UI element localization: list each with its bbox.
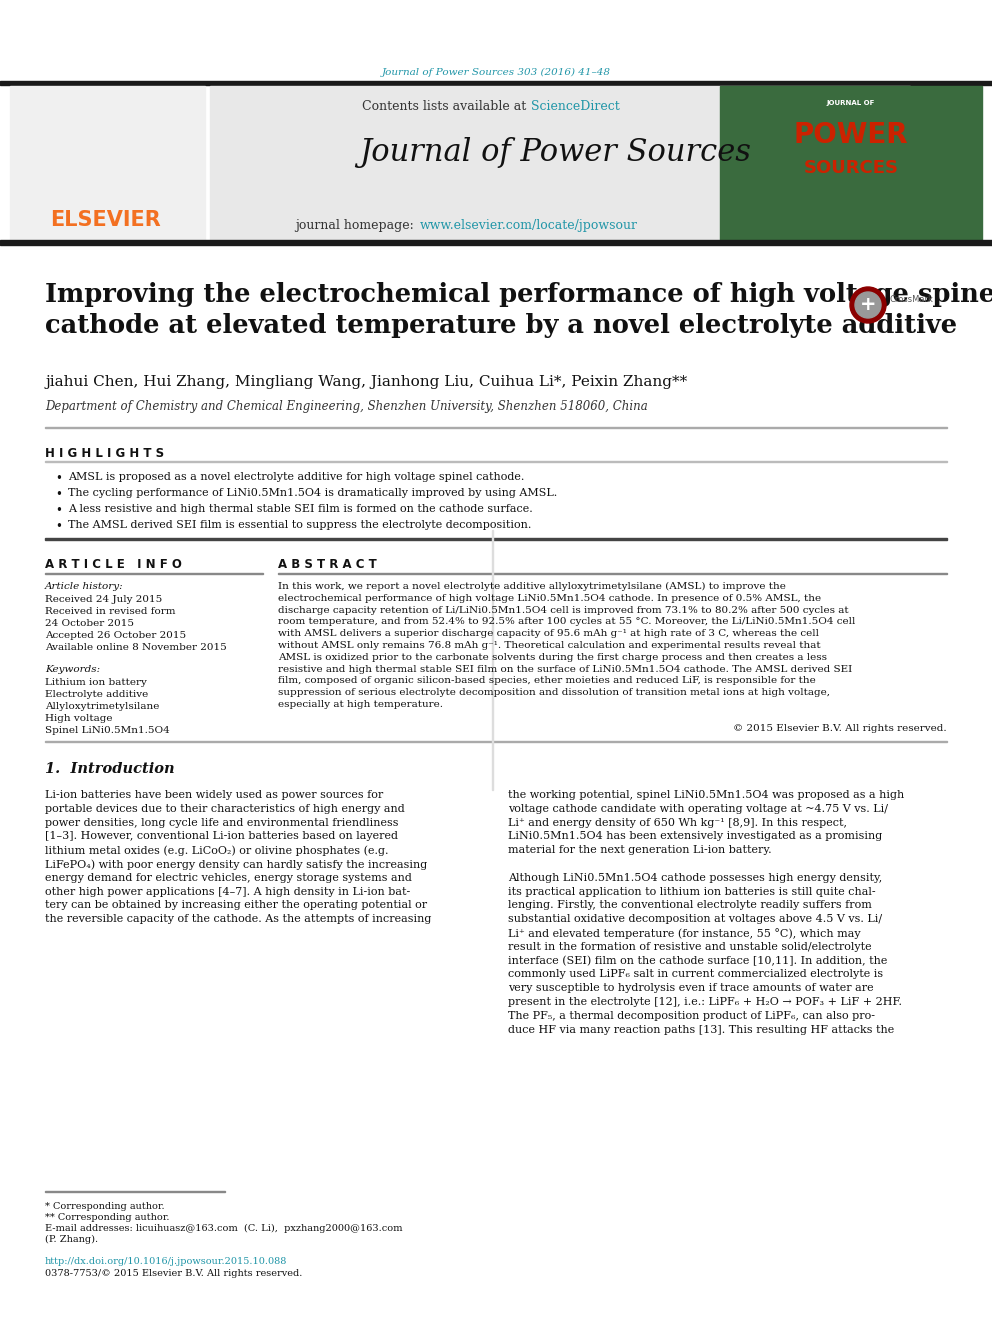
Circle shape bbox=[850, 287, 886, 323]
Text: Department of Chemistry and Chemical Engineering, Shenzhen University, Shenzhen : Department of Chemistry and Chemical Eng… bbox=[45, 400, 648, 413]
Text: A B S T R A C T: A B S T R A C T bbox=[278, 558, 377, 572]
Text: Electrolyte additive: Electrolyte additive bbox=[45, 691, 148, 699]
Text: electrochemical performance of high voltage LiNi0.5Mn1.5O4 cathode. In presence : electrochemical performance of high volt… bbox=[278, 594, 821, 603]
Bar bbox=[720, 86, 982, 241]
Text: ELSEVIER: ELSEVIER bbox=[50, 210, 161, 230]
Bar bbox=[10, 86, 205, 241]
Text: especially at high temperature.: especially at high temperature. bbox=[278, 700, 443, 709]
Text: commonly used LiPF₆ salt in current commercialized electrolyte is: commonly used LiPF₆ salt in current comm… bbox=[508, 970, 883, 979]
Text: SOURCES: SOURCES bbox=[804, 159, 899, 177]
Text: +: + bbox=[860, 295, 876, 315]
Text: resistive and high thermal stable SEI film on the surface of LiNi0.5Mn1.5O4 cath: resistive and high thermal stable SEI fi… bbox=[278, 664, 852, 673]
Text: Journal of Power Sources: Journal of Power Sources bbox=[359, 136, 751, 168]
Text: Although LiNi0.5Mn1.5O4 cathode possesses high energy density,: Although LiNi0.5Mn1.5O4 cathode possesse… bbox=[508, 873, 882, 882]
Text: A R T I C L E   I N F O: A R T I C L E I N F O bbox=[45, 558, 182, 572]
Text: Contents lists available at: Contents lists available at bbox=[362, 101, 530, 114]
Text: * Corresponding author.: * Corresponding author. bbox=[45, 1203, 165, 1211]
Text: film, composed of organic silicon-based species, ether moieties and reduced LiF,: film, composed of organic silicon-based … bbox=[278, 676, 815, 685]
Text: tery can be obtained by increasing either the operating potential or: tery can be obtained by increasing eithe… bbox=[45, 901, 428, 910]
Text: •: • bbox=[55, 504, 62, 517]
Text: LiNi0.5Mn1.5O4 has been extensively investigated as a promising: LiNi0.5Mn1.5O4 has been extensively inve… bbox=[508, 831, 882, 841]
Bar bbox=[45, 538, 947, 540]
Text: the reversible capacity of the cathode. As the attempts of increasing: the reversible capacity of the cathode. … bbox=[45, 914, 432, 925]
Text: E-mail addresses: licuihuasz@163.com  (C. Li),  pxzhang2000@163.com: E-mail addresses: licuihuasz@163.com (C.… bbox=[45, 1224, 403, 1233]
Bar bbox=[210, 86, 910, 241]
Text: voltage cathode candidate with operating voltage at ~4.75 V vs. Li/: voltage cathode candidate with operating… bbox=[508, 804, 888, 814]
Text: Received 24 July 2015: Received 24 July 2015 bbox=[45, 595, 163, 605]
Bar bbox=[492, 531, 493, 790]
Text: ** Corresponding author.: ** Corresponding author. bbox=[45, 1213, 170, 1222]
Text: 0378-7753/© 2015 Elsevier B.V. All rights reserved.: 0378-7753/© 2015 Elsevier B.V. All right… bbox=[45, 1269, 303, 1278]
Bar bbox=[0, 81, 992, 85]
Text: lenging. Firstly, the conventional electrolyte readily suffers from: lenging. Firstly, the conventional elect… bbox=[508, 901, 872, 910]
Text: Accepted 26 October 2015: Accepted 26 October 2015 bbox=[45, 631, 186, 640]
Text: material for the next generation Li-ion battery.: material for the next generation Li-ion … bbox=[508, 845, 772, 855]
Text: Journal of Power Sources 303 (2016) 41–48: Journal of Power Sources 303 (2016) 41–4… bbox=[382, 67, 610, 77]
Text: High voltage: High voltage bbox=[45, 714, 112, 722]
Text: other high power applications [4–7]. A high density in Li-ion bat-: other high power applications [4–7]. A h… bbox=[45, 886, 411, 897]
Text: AMSL is oxidized prior to the carbonate solvents during the first charge process: AMSL is oxidized prior to the carbonate … bbox=[278, 652, 827, 662]
Text: Allyloxytrimetylsilane: Allyloxytrimetylsilane bbox=[45, 703, 160, 710]
Text: energy demand for electric vehicles, energy storage systems and: energy demand for electric vehicles, ene… bbox=[45, 873, 412, 882]
Text: POWER: POWER bbox=[794, 120, 909, 149]
Text: www.elsevier.com/locate/jpowsour: www.elsevier.com/locate/jpowsour bbox=[420, 218, 638, 232]
Circle shape bbox=[855, 292, 881, 318]
Text: present in the electrolyte [12], i.e.: LiPF₆ + H₂O → POF₃ + LiF + 2HF.: present in the electrolyte [12], i.e.: L… bbox=[508, 998, 902, 1007]
Text: H I G H L I G H T S: H I G H L I G H T S bbox=[45, 447, 164, 460]
Text: Lithium ion battery: Lithium ion battery bbox=[45, 677, 147, 687]
Text: Li-ion batteries have been widely used as power sources for: Li-ion batteries have been widely used a… bbox=[45, 790, 383, 800]
Text: the working potential, spinel LiNi0.5Mn1.5O4 was proposed as a high: the working potential, spinel LiNi0.5Mn1… bbox=[508, 790, 905, 800]
Text: very susceptible to hydrolysis even if trace amounts of water are: very susceptible to hydrolysis even if t… bbox=[508, 983, 874, 994]
Text: room temperature, and from 52.4% to 92.5% after 100 cycles at 55 °C. Moreover, t: room temperature, and from 52.4% to 92.5… bbox=[278, 618, 855, 626]
Text: The cycling performance of LiNi0.5Mn1.5O4 is dramatically improved by using AMSL: The cycling performance of LiNi0.5Mn1.5O… bbox=[68, 488, 558, 497]
Text: result in the formation of resistive and unstable solid/electrolyte: result in the formation of resistive and… bbox=[508, 942, 872, 951]
Bar bbox=[0, 239, 992, 245]
Text: lithium metal oxides (e.g. LiCoO₂) or olivine phosphates (e.g.: lithium metal oxides (e.g. LiCoO₂) or ol… bbox=[45, 845, 389, 856]
Text: power densities, long cycle life and environmental friendliness: power densities, long cycle life and env… bbox=[45, 818, 399, 828]
Text: with AMSL delivers a superior discharge capacity of 95.6 mAh g⁻¹ at high rate of: with AMSL delivers a superior discharge … bbox=[278, 630, 819, 638]
Text: Article history:: Article history: bbox=[45, 582, 124, 591]
Text: Li⁺ and energy density of 650 Wh kg⁻¹ [8,9]. In this respect,: Li⁺ and energy density of 650 Wh kg⁻¹ [8… bbox=[508, 818, 847, 828]
Text: substantial oxidative decomposition at voltages above 4.5 V vs. Li/: substantial oxidative decomposition at v… bbox=[508, 914, 882, 925]
Text: [1–3]. However, conventional Li-ion batteries based on layered: [1–3]. However, conventional Li-ion batt… bbox=[45, 831, 398, 841]
Text: Spinel LiNi0.5Mn1.5O4: Spinel LiNi0.5Mn1.5O4 bbox=[45, 726, 170, 736]
Text: jiahui Chen, Hui Zhang, Mingliang Wang, Jianhong Liu, Cuihua Li*, Peixin Zhang**: jiahui Chen, Hui Zhang, Mingliang Wang, … bbox=[45, 374, 687, 389]
Text: (P. Zhang).: (P. Zhang). bbox=[45, 1234, 98, 1244]
Text: JOURNAL OF: JOURNAL OF bbox=[826, 101, 875, 106]
Text: A less resistive and high thermal stable SEI film is formed on the cathode surfa: A less resistive and high thermal stable… bbox=[68, 504, 533, 515]
Text: Li⁺ and elevated temperature (for instance, 55 °C), which may: Li⁺ and elevated temperature (for instan… bbox=[508, 927, 861, 939]
Text: interface (SEI) film on the cathode surface [10,11]. In addition, the: interface (SEI) film on the cathode surf… bbox=[508, 955, 888, 966]
Text: LiFePO₄) with poor energy density can hardly satisfy the increasing: LiFePO₄) with poor energy density can ha… bbox=[45, 859, 428, 869]
Text: 24 October 2015: 24 October 2015 bbox=[45, 619, 134, 628]
Text: portable devices due to their characteristics of high energy and: portable devices due to their characteri… bbox=[45, 804, 405, 814]
Text: •: • bbox=[55, 472, 62, 486]
Text: The PF₅, a thermal decomposition product of LiPF₆, can also pro-: The PF₅, a thermal decomposition product… bbox=[508, 1011, 875, 1021]
Text: Keywords:: Keywords: bbox=[45, 665, 100, 673]
Text: journal homepage:: journal homepage: bbox=[296, 218, 418, 232]
Text: its practical application to lithium ion batteries is still quite chal-: its practical application to lithium ion… bbox=[508, 886, 876, 897]
Text: The AMSL derived SEI film is essential to suppress the electrolyte decomposition: The AMSL derived SEI film is essential t… bbox=[68, 520, 532, 531]
Text: CrossMark: CrossMark bbox=[890, 295, 933, 303]
Text: discharge capacity retention of Li/LiNi0.5Mn1.5O4 cell is improved from 73.1% to: discharge capacity retention of Li/LiNi0… bbox=[278, 606, 848, 615]
Text: AMSL is proposed as a novel electrolyte additive for high voltage spinel cathode: AMSL is proposed as a novel electrolyte … bbox=[68, 472, 525, 482]
Text: duce HF via many reaction paths [13]. This resulting HF attacks the: duce HF via many reaction paths [13]. Th… bbox=[508, 1024, 894, 1035]
Text: Available online 8 November 2015: Available online 8 November 2015 bbox=[45, 643, 227, 652]
Text: Received in revised form: Received in revised form bbox=[45, 607, 176, 617]
Text: Improving the electrochemical performance of high voltage spinel
cathode at elev: Improving the electrochemical performanc… bbox=[45, 282, 992, 337]
Text: 1.  Introduction: 1. Introduction bbox=[45, 762, 175, 777]
Text: http://dx.doi.org/10.1016/j.jpowsour.2015.10.088: http://dx.doi.org/10.1016/j.jpowsour.201… bbox=[45, 1257, 288, 1266]
Text: suppression of serious electrolyte decomposition and dissolution of transition m: suppression of serious electrolyte decom… bbox=[278, 688, 830, 697]
Text: •: • bbox=[55, 488, 62, 501]
Text: In this work, we report a novel electrolyte additive allyloxytrimetylsilane (AMS: In this work, we report a novel electrol… bbox=[278, 582, 786, 591]
Text: without AMSL only remains 76.8 mAh g⁻¹. Theoretical calculation and experimental: without AMSL only remains 76.8 mAh g⁻¹. … bbox=[278, 642, 820, 650]
Text: ScienceDirect: ScienceDirect bbox=[531, 101, 620, 114]
Text: •: • bbox=[55, 520, 62, 533]
Text: © 2015 Elsevier B.V. All rights reserved.: © 2015 Elsevier B.V. All rights reserved… bbox=[733, 724, 947, 733]
